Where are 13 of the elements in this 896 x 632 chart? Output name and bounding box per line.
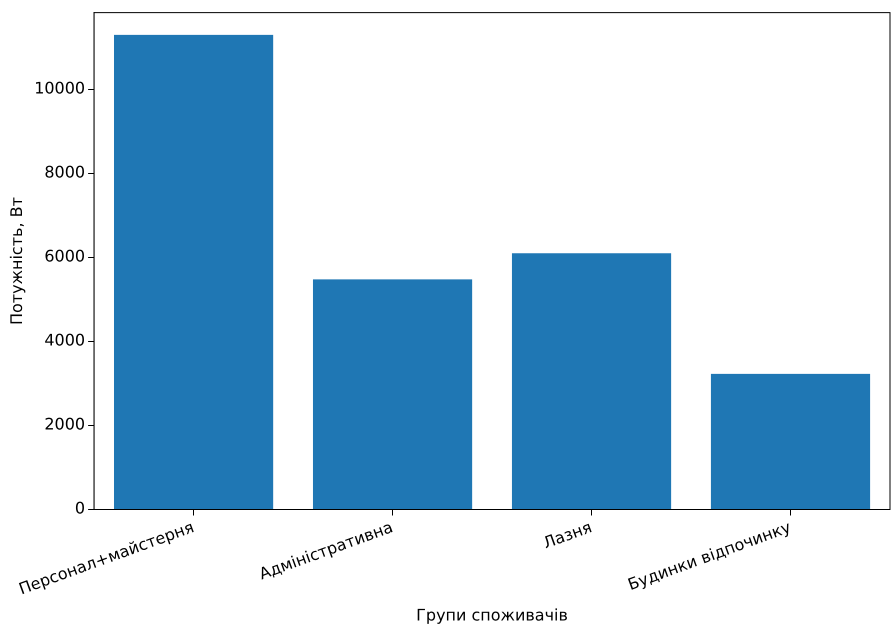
y-tick-label: 2000 — [44, 414, 86, 434]
bar — [114, 34, 274, 509]
y-axis-title: Потужність, Вт — [6, 197, 26, 326]
y-tick-label: 4000 — [44, 330, 86, 350]
bar — [312, 279, 472, 509]
x-axis-title: Групи споживачів — [416, 606, 568, 625]
x-tick-label: Лазня — [540, 517, 594, 552]
bar — [710, 374, 870, 509]
y-tick-label: 0 — [74, 498, 86, 518]
y-tick-label: 6000 — [44, 246, 86, 266]
y-tick-label: 8000 — [44, 162, 86, 182]
bar — [512, 253, 672, 509]
y-tick-label: 10000 — [34, 78, 86, 98]
